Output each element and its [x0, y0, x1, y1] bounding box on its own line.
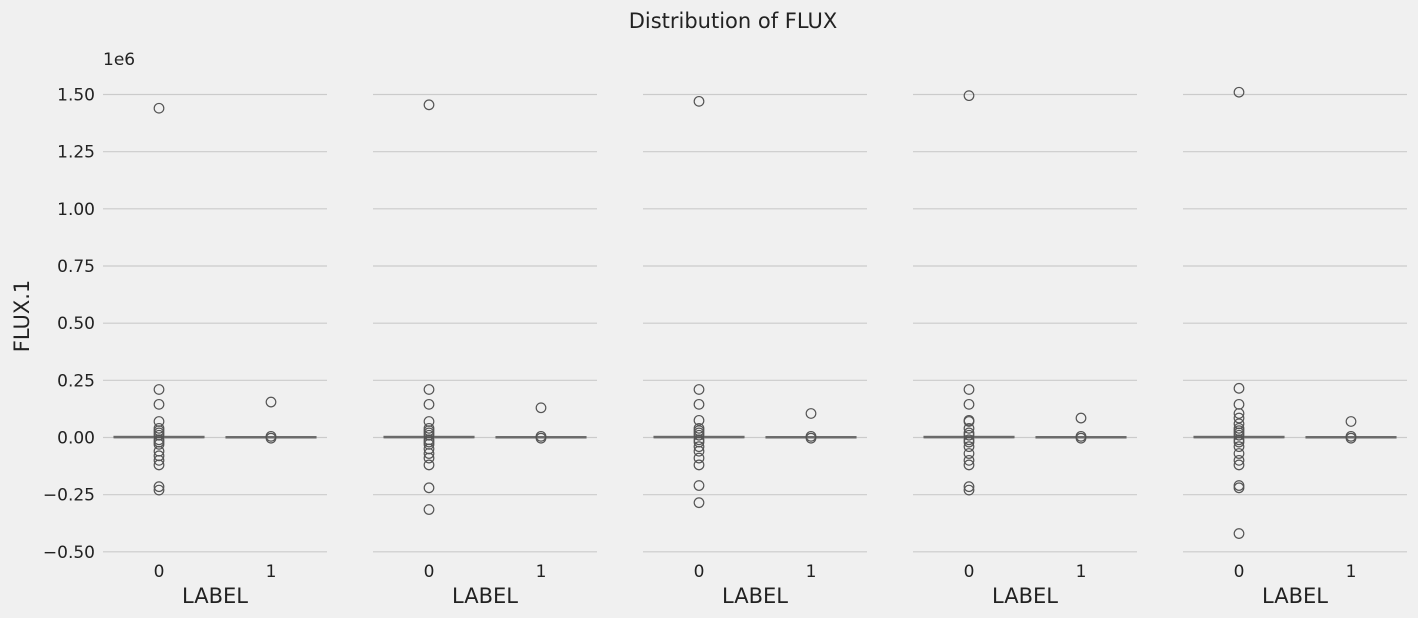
outlier-point [1233, 448, 1245, 459]
outlier-point [1233, 86, 1245, 98]
outlier-point [265, 432, 277, 444]
outlier-point [1233, 441, 1245, 453]
outlier-point [1233, 482, 1245, 494]
outlier-point [153, 398, 165, 410]
outlier-point [423, 504, 435, 515]
x-axis-label: LABEL [182, 584, 248, 608]
x-tick-label: 0 [1234, 562, 1245, 582]
y-tick-label: −0.50 [43, 543, 95, 563]
x-tick-label: 1 [536, 562, 547, 582]
outlier-point [153, 438, 165, 450]
outlier-point [153, 454, 165, 466]
x-axis-label: LABEL [1262, 584, 1328, 608]
outlier-point [693, 497, 705, 509]
outlier-point [535, 432, 547, 444]
panel-3: 0 1 LABEL [643, 93, 867, 608]
x-axis-label: LABEL [452, 584, 518, 608]
outlier-point [693, 398, 705, 410]
outlier-point [693, 480, 705, 491]
outlier-point [963, 422, 975, 434]
y-tick-label: 1.50 [57, 86, 95, 106]
outlier-point [153, 459, 165, 471]
outlier-point [963, 416, 975, 427]
outlier-point [423, 459, 435, 471]
outlier-point [1233, 408, 1245, 419]
x-tick-label: 0 [154, 562, 165, 582]
outlier-point [423, 452, 435, 464]
outlier-point [963, 481, 975, 493]
outlier-point [1233, 454, 1245, 466]
outlier-point [693, 459, 705, 471]
outlier-point [423, 448, 435, 459]
y-tick-label: 0.00 [57, 429, 95, 449]
outlier-point [963, 448, 975, 459]
y-tick-label: 0.50 [57, 314, 95, 334]
y-axis-offset-label: 1e6 [103, 50, 135, 70]
outlier-point [963, 436, 975, 448]
outlier-point [423, 482, 435, 494]
panels-group: −0.50 −0.25 0.00 0.25 0.50 0.75 1.00 1.25 1.50 0 1… [43, 86, 1407, 608]
outlier-point [963, 484, 975, 496]
panel-2: 0 1 LABEL [373, 93, 597, 608]
outlier-point [153, 102, 165, 114]
y-tick-label: 1.00 [57, 200, 95, 220]
outlier-point [423, 99, 435, 111]
y-tick-label: −0.25 [43, 486, 95, 506]
outlier-point [1233, 398, 1245, 410]
outlier-point [963, 459, 975, 471]
panel-5: 0 1 LABEL [1183, 86, 1407, 608]
x-tick-label: 1 [266, 562, 277, 582]
outlier-point [693, 429, 705, 441]
x-axis-label: LABEL [722, 584, 788, 608]
outlier-point [423, 398, 435, 410]
outlier-point [693, 414, 705, 426]
x-tick-label: 1 [1346, 562, 1357, 582]
outlier-point [1075, 412, 1087, 424]
outlier-point [963, 454, 975, 466]
panel-4: 0 1 LABEL [913, 90, 1137, 608]
outlier-point [963, 384, 975, 395]
outlier-point [1345, 432, 1357, 444]
outlier-point [693, 95, 705, 107]
outlier-point [693, 445, 705, 457]
outlier-point [153, 384, 165, 395]
outlier-point [693, 441, 705, 453]
outlier-point [1075, 432, 1087, 444]
y-tick-label: 0.25 [57, 371, 95, 391]
outlier-point [1233, 429, 1245, 441]
outlier-point [153, 481, 165, 493]
outlier-point [963, 90, 975, 102]
outlier-point [963, 441, 975, 453]
outlier-point [805, 432, 817, 444]
outlier-point [1233, 382, 1245, 394]
outlier-point [1233, 436, 1245, 448]
outlier-point [423, 384, 435, 395]
outlier-point [693, 384, 705, 395]
y-tick-label: 0.75 [57, 257, 95, 277]
outlier-point [535, 402, 547, 414]
panel-1: −0.50 −0.25 0.00 0.25 0.50 0.75 1.00 1.25 1.50 0 1… [43, 86, 327, 608]
x-tick-label: 1 [1076, 562, 1087, 582]
outlier-point [1233, 412, 1245, 424]
outlier-point [805, 408, 817, 419]
outlier-point [1233, 459, 1245, 471]
x-axis-label: LABEL [992, 584, 1058, 608]
outlier-point [693, 452, 705, 464]
chart-title: Distribution of FLUX [629, 9, 838, 33]
outlier-point [1345, 416, 1357, 427]
y-tick-label: 1.25 [57, 143, 95, 163]
outlier-point [153, 484, 165, 496]
x-tick-label: 0 [424, 562, 435, 582]
x-tick-label: 0 [694, 562, 705, 582]
outlier-point [963, 398, 975, 410]
y-axis-label: FLUX.1 [10, 280, 34, 353]
x-tick-label: 1 [806, 562, 817, 582]
outlier-point [265, 396, 277, 408]
outlier-point [963, 429, 975, 441]
outlier-point [153, 436, 165, 448]
outlier-point [1233, 528, 1245, 539]
x-tick-label: 0 [964, 562, 975, 582]
outlier-point [1233, 480, 1245, 491]
